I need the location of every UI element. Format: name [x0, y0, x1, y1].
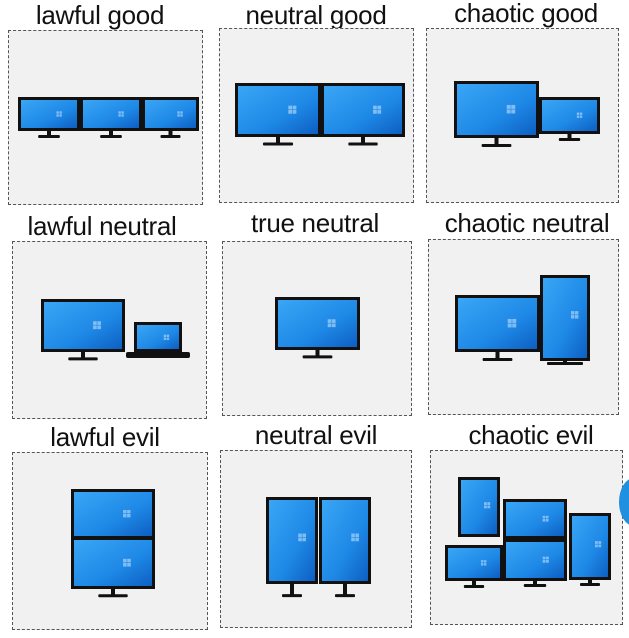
windows-logo-icon	[93, 321, 101, 330]
panel-neutral-evil	[220, 450, 412, 628]
monitor-icon	[235, 83, 405, 146]
monitor-icon	[445, 477, 611, 588]
label-neutral-evil: neutral evil	[254, 420, 378, 450]
monitor	[71, 537, 155, 598]
label-neutral-good: neutral good	[245, 0, 387, 30]
monitor	[319, 497, 371, 598]
windows-logo-icon	[298, 533, 306, 542]
monitor	[454, 81, 539, 147]
windows-logo-icon	[595, 541, 602, 548]
label-lawful-good: lawful good	[35, 0, 165, 30]
label-chaotic-evil: chaotic evil	[468, 420, 594, 450]
monitor	[18, 97, 80, 138]
windows-logo-icon	[351, 533, 359, 542]
monitor-icon	[18, 97, 199, 138]
windows-logo-icon	[56, 111, 62, 117]
monitor-icon	[454, 81, 600, 147]
monitor	[503, 499, 567, 539]
label-true-neutral: true neutral	[251, 208, 379, 238]
windows-logo-icon	[480, 560, 487, 566]
panel-chaotic-evil	[430, 450, 623, 625]
windows-logo-icon	[163, 334, 170, 340]
panel-chaotic-neutral	[428, 239, 619, 415]
windows-logo-icon	[542, 515, 549, 522]
panel-neutral-good	[219, 28, 414, 203]
laptop-base	[126, 352, 190, 358]
monitor	[321, 83, 405, 146]
panel-lawful-good	[8, 30, 203, 205]
windows-logo-icon	[571, 311, 579, 319]
monitor	[41, 299, 125, 361]
panel-chaotic-good	[426, 28, 619, 203]
monitor	[539, 97, 600, 141]
monitor	[458, 477, 500, 537]
monitor	[134, 322, 182, 352]
monitor	[455, 295, 540, 361]
windows-logo-icon	[507, 318, 517, 328]
label-lawful-evil: lawful evil	[50, 422, 160, 452]
monitor-icon	[275, 297, 360, 359]
panel-lawful-evil	[12, 452, 208, 630]
label-lawful-neutral: lawful neutral	[27, 211, 177, 241]
panel-lawful-neutral	[12, 241, 207, 419]
windows-logo-icon	[484, 502, 491, 509]
laptop-icon	[41, 299, 190, 361]
blue-circle-icon	[619, 478, 629, 526]
monitor	[80, 97, 142, 138]
monitor	[142, 97, 199, 138]
monitor-icon	[71, 489, 155, 598]
label-chaotic-good: chaotic good	[454, 0, 598, 28]
windows-logo-icon	[542, 556, 549, 563]
monitor	[235, 83, 321, 146]
monitor	[71, 489, 155, 539]
windows-logo-icon	[373, 105, 382, 114]
monitor	[275, 297, 360, 359]
label-chaotic-neutral: chaotic neutral	[444, 208, 610, 238]
monitor	[569, 513, 611, 586]
monitor	[540, 275, 590, 365]
windows-logo-icon	[576, 112, 583, 118]
panel-true-neutral	[222, 241, 412, 416]
windows-logo-icon	[118, 111, 124, 117]
windows-logo-icon	[288, 105, 297, 114]
monitor-icon	[455, 275, 590, 365]
monitor-icon	[266, 497, 371, 598]
windows-logo-icon	[177, 111, 183, 117]
windows-logo-icon	[327, 319, 336, 328]
windows-logo-icon	[123, 558, 131, 567]
windows-logo-icon	[123, 510, 131, 518]
monitor	[445, 545, 503, 588]
monitor	[266, 497, 318, 598]
monitor	[503, 539, 567, 587]
windows-logo-icon	[506, 104, 516, 114]
